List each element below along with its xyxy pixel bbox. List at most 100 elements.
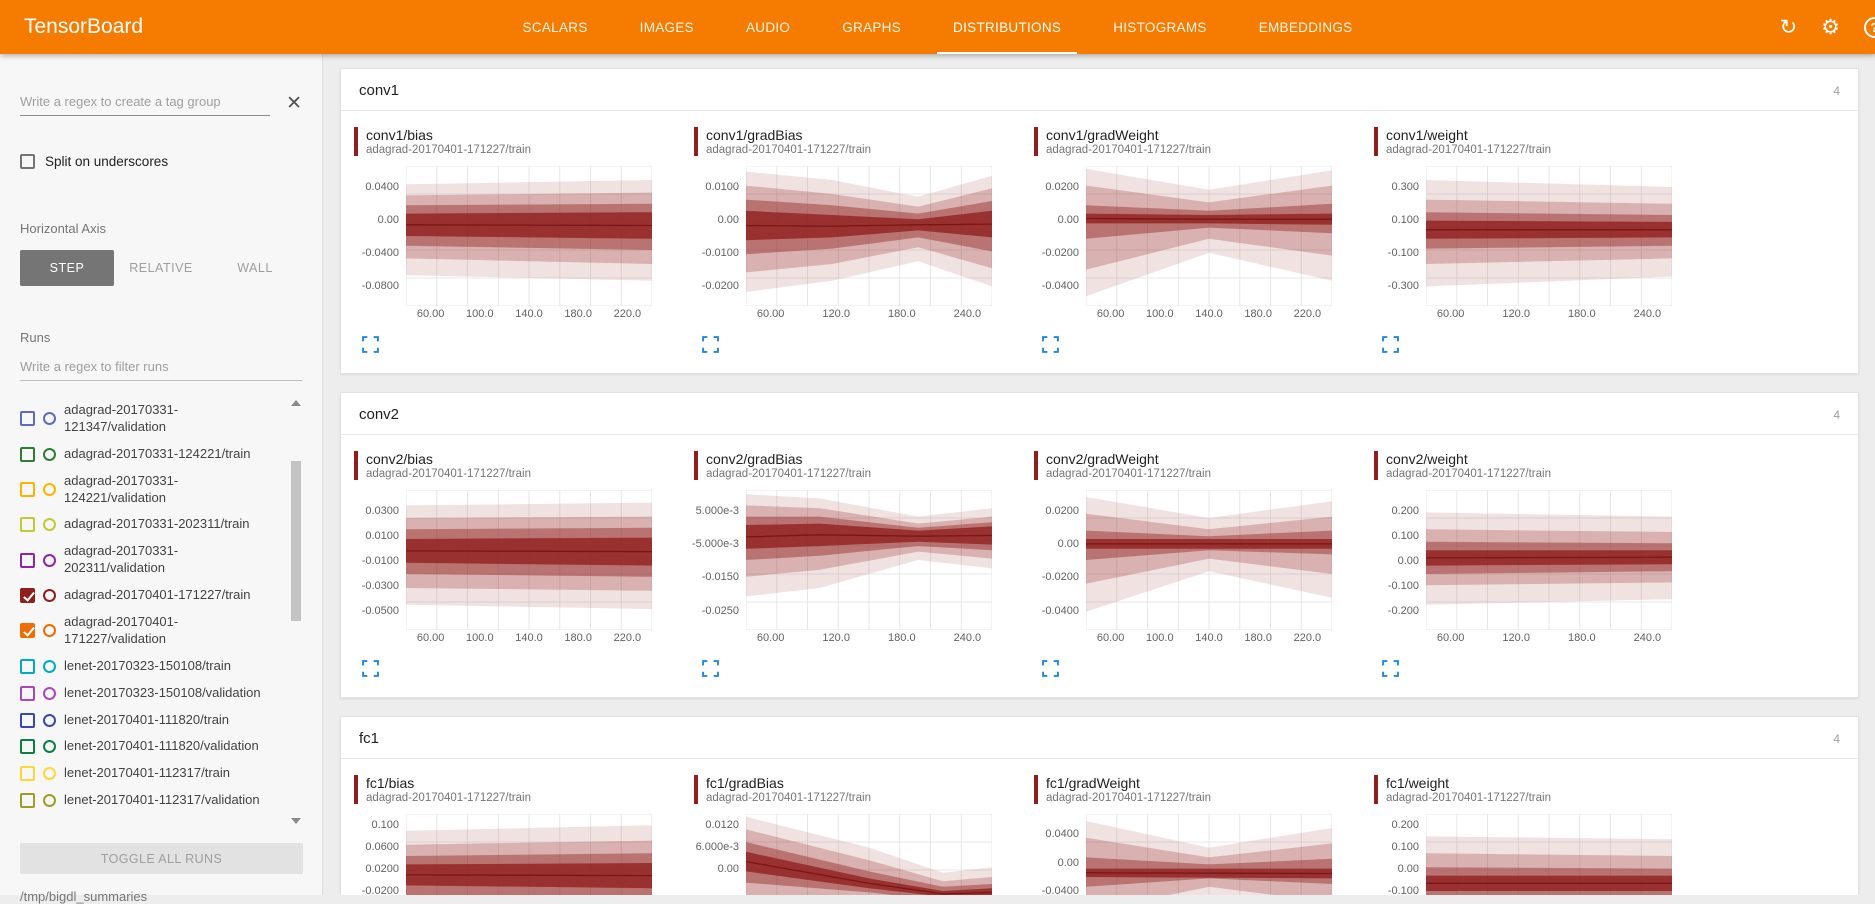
x-axis: 60.00 120.0 180.0 240.0: [746, 308, 992, 324]
run-checkbox[interactable]: [20, 411, 35, 427]
scroll-down-arrow[interactable]: [291, 818, 301, 824]
run-row[interactable]: adagrad-20170331-202311/train: [20, 511, 278, 538]
run-checkbox[interactable]: [20, 739, 35, 755]
section-count: 4: [1833, 731, 1840, 746]
expand-icon[interactable]: [1382, 336, 1399, 353]
expand-icon[interactable]: [1042, 336, 1059, 353]
x-tick-label: 180.0: [564, 632, 592, 645]
settings-gear-icon[interactable]: ⚙: [1821, 15, 1840, 39]
expand-icon[interactable]: [702, 336, 719, 353]
run-checkbox[interactable]: [20, 588, 35, 604]
run-checkbox[interactable]: [20, 623, 35, 639]
tab-histograms[interactable]: HISTOGRAMS: [1113, 19, 1207, 35]
tag-group-regex-input[interactable]: [20, 90, 271, 116]
tab-images[interactable]: IMAGES: [639, 19, 694, 35]
run-checkbox[interactable]: [20, 482, 35, 498]
run-checkbox[interactable]: [20, 685, 35, 701]
run-row[interactable]: lenet-20170401-111820/validation: [20, 733, 278, 760]
x-tick-label: 220.0: [613, 632, 642, 645]
axis-step-button[interactable]: STEP: [20, 250, 114, 286]
run-checkbox[interactable]: [20, 446, 35, 462]
run-checkbox[interactable]: [20, 517, 35, 533]
axis-wall-button[interactable]: WALL: [208, 250, 302, 286]
tab-distributions[interactable]: DISTRIBUTIONS: [927, 0, 1087, 54]
run-list-scrollbar[interactable]: [290, 397, 302, 827]
chart-run-label: adagrad-20170401-171227/train: [706, 468, 871, 481]
run-radio-icon[interactable]: [43, 483, 56, 497]
run-radio-icon[interactable]: [43, 794, 56, 808]
run-filter-input[interactable]: [20, 355, 302, 381]
distribution-plot[interactable]: [746, 814, 992, 895]
toggle-all-runs-button[interactable]: TOGGLE ALL RUNS: [20, 843, 303, 874]
section-title[interactable]: conv1: [359, 82, 400, 99]
run-row[interactable]: adagrad-20170331-121347/validation: [20, 397, 278, 441]
distribution-plot[interactable]: [1086, 166, 1332, 307]
distribution-plot[interactable]: [1426, 814, 1672, 895]
run-row[interactable]: adagrad-20170401-171227/validation: [20, 609, 278, 653]
section-title[interactable]: fc1: [359, 730, 380, 748]
distribution-plot[interactable]: [1086, 490, 1332, 631]
run-radio-icon[interactable]: [43, 553, 56, 567]
run-radio-icon[interactable]: [43, 740, 56, 754]
chart-title: conv2/weight: [1386, 451, 1468, 468]
distribution-plot[interactable]: [1086, 814, 1332, 895]
run-row[interactable]: adagrad-20170331-202311/validation: [20, 538, 278, 582]
run-checkbox[interactable]: [20, 712, 35, 728]
y-tick-label: 0.0120: [705, 819, 739, 832]
run-radio-icon[interactable]: [43, 659, 56, 673]
y-axis: 0.0200 0.00 -0.0200 -0.0400: [1034, 166, 1086, 306]
expand-icon[interactable]: [702, 660, 719, 678]
axis-relative-button[interactable]: RELATIVE: [114, 250, 208, 286]
run-radio-icon[interactable]: [43, 686, 56, 700]
run-row[interactable]: adagrad-20170401-171227/train: [20, 582, 278, 609]
run-row[interactable]: lenet-20170401-112317/train: [20, 760, 278, 787]
x-tick-label: 60.00: [756, 632, 785, 645]
run-checkbox[interactable]: [20, 766, 35, 782]
run-radio-icon[interactable]: [43, 624, 56, 638]
run-radio-icon[interactable]: [43, 589, 56, 603]
run-checkbox[interactable]: [20, 793, 35, 809]
run-row[interactable]: lenet-20170323-150108/validation: [20, 680, 278, 707]
x-tick-label: 60.00: [416, 632, 445, 645]
run-radio-icon[interactable]: [43, 412, 56, 426]
distribution-plot[interactable]: [746, 166, 992, 307]
run-checkbox[interactable]: [20, 658, 35, 674]
y-tick-label: 0.00: [1397, 863, 1419, 876]
run-radio-icon[interactable]: [43, 447, 56, 461]
distribution-plot[interactable]: [406, 814, 652, 895]
x-tick-label: 100.0: [1146, 632, 1174, 645]
distribution-plot[interactable]: [746, 490, 992, 631]
expand-icon[interactable]: [1382, 660, 1399, 678]
tab-embeddings[interactable]: EMBEDDINGS: [1258, 19, 1353, 35]
chart-card: fc1/gradWeight adagrad-20170401-171227/t…: [1034, 775, 1334, 895]
run-row[interactable]: adagrad-20170331-124221/train: [20, 441, 278, 468]
run-row[interactable]: lenet-20170401-111820/train: [20, 707, 278, 734]
expand-icon[interactable]: [362, 336, 379, 353]
split-underscores-checkbox[interactable]: [20, 154, 35, 169]
section-title[interactable]: conv2: [359, 406, 400, 424]
chart-title-block: fc1/gradBias adagrad-20170401-171227/tra…: [694, 775, 994, 805]
run-row[interactable]: lenet-20170401-112317/validation: [20, 787, 278, 814]
help-icon[interactable]: ?: [1864, 16, 1875, 38]
distribution-plot[interactable]: [406, 490, 652, 631]
distribution-plot[interactable]: [1426, 166, 1672, 307]
scrollbar-thumb[interactable]: [291, 461, 301, 621]
run-row[interactable]: lenet-20170323-150108/train: [20, 653, 278, 680]
tab-scalars[interactable]: SCALARS: [522, 19, 588, 35]
refresh-icon[interactable]: ↻: [1779, 15, 1798, 39]
distribution-plot[interactable]: [406, 166, 652, 307]
scroll-up-arrow[interactable]: [291, 400, 301, 406]
close-icon[interactable]: ✕: [286, 92, 302, 114]
y-tick-label: 5.000e-3: [695, 505, 739, 518]
split-underscores-row[interactable]: Split on underscores: [20, 154, 302, 169]
run-radio-icon[interactable]: [43, 767, 56, 781]
run-row[interactable]: adagrad-20170331-124221/validation: [20, 468, 278, 512]
expand-icon[interactable]: [362, 660, 379, 678]
run-radio-icon[interactable]: [43, 713, 56, 727]
tab-audio[interactable]: AUDIO: [745, 19, 791, 35]
run-radio-icon[interactable]: [43, 518, 56, 532]
run-checkbox[interactable]: [20, 552, 35, 568]
distribution-plot[interactable]: [1426, 490, 1672, 631]
tab-graphs[interactable]: GRAPHS: [842, 19, 902, 35]
expand-icon[interactable]: [1042, 660, 1059, 678]
